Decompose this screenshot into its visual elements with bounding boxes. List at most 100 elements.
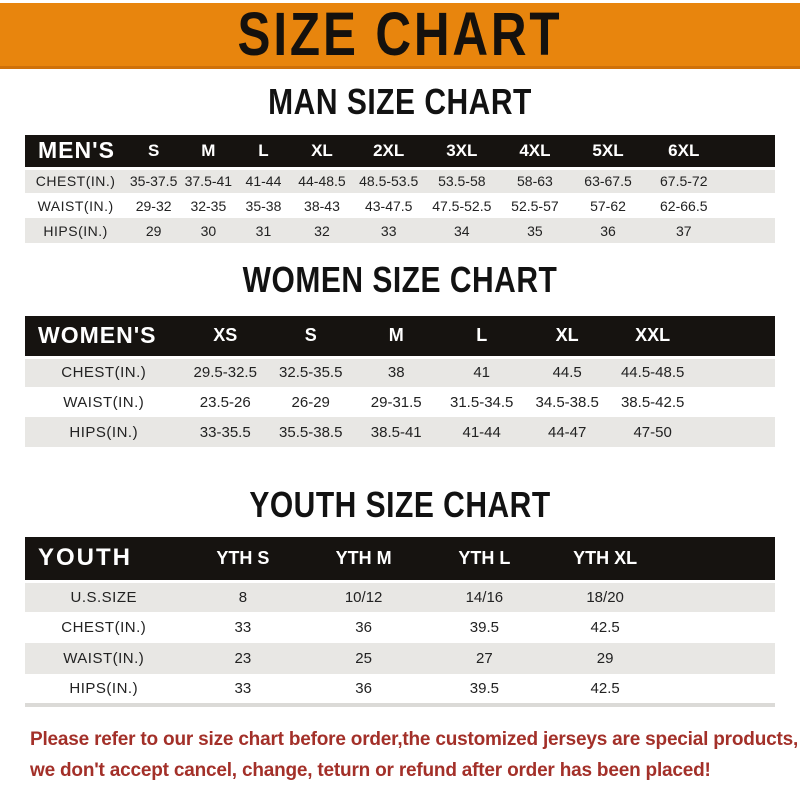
size-value-cell: 44.5 — [524, 357, 610, 387]
size-value-cell: 39.5 — [424, 674, 545, 705]
row-label: CHEST(IN.) — [25, 612, 183, 643]
table-header-label: WOMEN'S — [25, 316, 183, 359]
table-row: U.S.SIZE 8 10/12 14/16 18/20 — [25, 581, 775, 612]
size-value-cell: 39.5 — [424, 612, 545, 643]
size-column-header: S — [267, 316, 354, 359]
size-value-cell: 62-66.5 — [645, 193, 723, 218]
size-value-cell: 35-37.5 — [126, 168, 181, 193]
size-column-header: M — [353, 316, 439, 359]
size-column-header: YTH L — [424, 537, 545, 583]
youth-section-heading: YOUTH SIZE CHART — [249, 485, 551, 526]
filler-cell — [665, 674, 775, 705]
filler-cell — [665, 643, 775, 674]
row-label: HIPS(IN.) — [25, 674, 183, 705]
size-value-cell: 29-32 — [126, 193, 181, 218]
size-value-cell: 32-35 — [180, 193, 236, 218]
youth-size-table: YOUTH YTH S YTH M YTH L YTH XL U.S.SIZE 8 10/12… — [25, 537, 775, 707]
size-value-cell: 44.5-48.5 — [609, 357, 696, 387]
size-value-cell: 35 — [498, 218, 571, 243]
size-value-cell: 35-38 — [235, 193, 292, 218]
size-value-cell: 29-31.5 — [353, 387, 439, 417]
size-value-cell: 34 — [424, 218, 499, 243]
size-value-cell: 33 — [182, 612, 304, 643]
size-value-cell: 36 — [570, 218, 646, 243]
row-label: WAIST(IN.) — [25, 193, 127, 218]
size-value-cell: 37 — [645, 218, 723, 243]
size-value-cell: 32 — [291, 218, 353, 243]
size-value-cell: 38-43 — [291, 193, 353, 218]
table-row: WAIST(IN.) 23.5-26 26-29 29-31.5 31.5-34.5 34… — [25, 387, 775, 417]
size-value-cell: 67.5-72 — [645, 168, 723, 193]
size-column-header: XS — [182, 316, 268, 359]
man-section-heading: MAN SIZE CHART — [268, 82, 532, 123]
size-value-cell: 38.5-41 — [353, 417, 439, 447]
table-row: HIPS(IN.) 29 30 31 32 33 34 35 36 37 — [25, 218, 775, 243]
row-label: U.S.SIZE — [25, 581, 183, 612]
size-value-cell: 48.5-53.5 — [352, 168, 425, 193]
size-value-cell: 57-62 — [570, 193, 646, 218]
size-value-cell: 42.5 — [544, 674, 666, 705]
row-label: CHEST(IN.) — [25, 357, 183, 387]
size-column-header: S — [126, 135, 181, 170]
size-value-cell: 41-44 — [438, 417, 525, 447]
size-value-cell: 41-44 — [235, 168, 292, 193]
footer-note-line1: Please refer to our size chart before or… — [30, 729, 799, 750]
size-column-header: XXL — [609, 316, 696, 359]
size-value-cell: 29 — [126, 218, 181, 243]
header-filler — [695, 316, 775, 359]
size-value-cell: 63-67.5 — [570, 168, 646, 193]
women-section-heading: WOMEN SIZE CHART — [242, 260, 558, 301]
size-column-header: XL — [291, 135, 353, 170]
size-chart-banner: SIZE CHART — [0, 3, 800, 69]
size-value-cell: 53.5-58 — [424, 168, 499, 193]
row-label: CHEST(IN.) — [25, 168, 127, 193]
women-size-table: WOMEN'S XS S M L XL XXL CHEST(IN.) 29.5-32.5 32.5… — [25, 316, 775, 447]
filler-cell — [722, 168, 775, 193]
size-value-cell: 36 — [303, 612, 424, 643]
row-label: WAIST(IN.) — [25, 387, 183, 417]
size-column-header: YTH S — [182, 537, 304, 583]
filler-cell — [722, 218, 775, 243]
size-value-cell: 32.5-35.5 — [267, 357, 354, 387]
table-header-label: MEN'S — [25, 135, 127, 170]
size-value-cell: 41 — [438, 357, 525, 387]
size-value-cell: 47.5-52.5 — [424, 193, 499, 218]
size-value-cell: 14/16 — [424, 581, 545, 612]
size-value-cell: 18/20 — [544, 581, 666, 612]
size-value-cell: 31.5-34.5 — [438, 387, 525, 417]
size-value-cell: 52.5-57 — [498, 193, 571, 218]
header-filler — [722, 135, 775, 170]
size-column-header: YTH M — [303, 537, 424, 583]
size-value-cell: 38.5-42.5 — [609, 387, 696, 417]
size-value-cell: 47-50 — [609, 417, 696, 447]
size-value-cell: 43-47.5 — [352, 193, 425, 218]
row-label: HIPS(IN.) — [25, 218, 127, 243]
size-value-cell: 36 — [303, 674, 424, 705]
size-value-cell: 58-63 — [498, 168, 571, 193]
size-value-cell: 27 — [424, 643, 545, 674]
table-row: CHEST(IN.) 29.5-32.5 32.5-35.5 38 41 44.5 44.5… — [25, 357, 775, 387]
filler-cell — [665, 581, 775, 612]
footer-note: Please refer to our size chart before or… — [30, 724, 799, 786]
filler-cell — [695, 387, 775, 417]
filler-cell — [665, 612, 775, 643]
size-value-cell: 26-29 — [267, 387, 354, 417]
size-value-cell: 25 — [303, 643, 424, 674]
table-header-label: YOUTH — [25, 537, 183, 583]
size-value-cell: 23.5-26 — [182, 387, 268, 417]
size-column-header: 4XL — [498, 135, 571, 170]
table-row: CHEST(IN.) 35-37.5 37.5-41 41-44 44-48.5 48.5… — [25, 168, 775, 193]
table-header-row: YOUTH YTH S YTH M YTH L YTH XL — [25, 537, 775, 583]
table-row: HIPS(IN.) 33 36 39.5 42.5 — [25, 674, 775, 705]
row-label: WAIST(IN.) — [25, 643, 183, 674]
size-value-cell: 44-48.5 — [291, 168, 353, 193]
size-column-header: L — [235, 135, 292, 170]
table-row: WAIST(IN.) 23 25 27 29 — [25, 643, 775, 674]
men-size-table: MEN'S S M L XL 2XL 3XL 4XL 5XL 6XL CHEST(IN.) 35-37… — [25, 135, 775, 243]
size-column-header: 2XL — [352, 135, 425, 170]
table-header-row: WOMEN'S XS S M L XL XXL — [25, 316, 775, 359]
table-header-row: MEN'S S M L XL 2XL 3XL 4XL 5XL 6XL — [25, 135, 775, 170]
size-column-header: 3XL — [424, 135, 499, 170]
footer-note-line2: we don't accept cancel, change, teturn o… — [30, 760, 711, 781]
size-value-cell: 33 — [182, 674, 304, 705]
